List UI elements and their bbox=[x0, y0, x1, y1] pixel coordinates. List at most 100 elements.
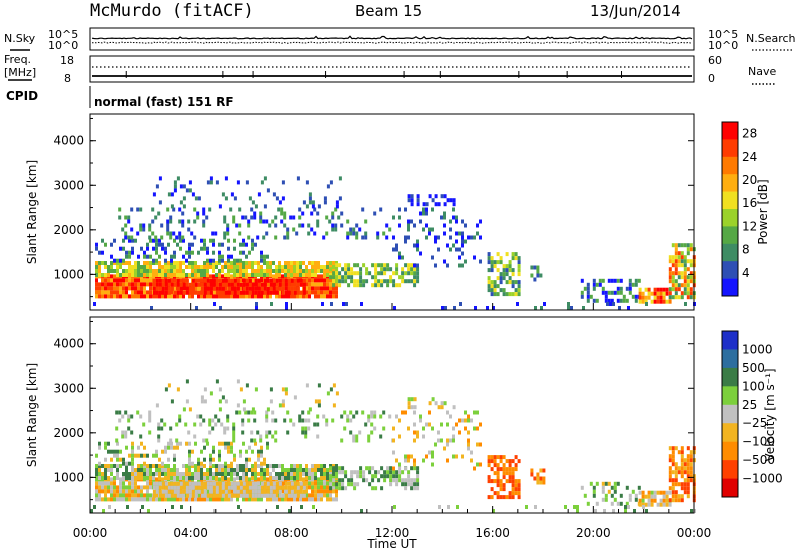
heatmap-cell bbox=[152, 290, 156, 295]
heatmap-cell bbox=[499, 467, 503, 472]
heatmap-cell bbox=[344, 279, 348, 284]
heatmap-cell bbox=[142, 422, 146, 427]
heatmap-cell bbox=[305, 485, 308, 490]
heatmap-cell bbox=[461, 418, 464, 423]
heatmap-cell bbox=[167, 476, 170, 480]
heatmap-cell bbox=[493, 471, 497, 476]
heatmap-cell bbox=[209, 457, 212, 462]
heatmap-cell bbox=[227, 477, 230, 482]
heatmap-cell bbox=[248, 493, 252, 498]
heatmap-cell bbox=[410, 219, 413, 224]
heatmap-cell bbox=[244, 410, 248, 415]
heatmap-cell bbox=[154, 235, 158, 240]
heatmap-cell bbox=[443, 401, 447, 406]
heatmap-cell bbox=[299, 489, 303, 494]
heatmap-cell bbox=[514, 483, 518, 488]
heatmap-cell bbox=[110, 261, 113, 265]
heatmap-cell bbox=[181, 223, 185, 228]
heatmap-cell bbox=[332, 283, 336, 288]
heatmap-cell bbox=[191, 242, 194, 247]
heatmap-cell bbox=[534, 505, 537, 509]
heatmap-cell bbox=[299, 476, 302, 480]
heatmap-cell bbox=[323, 196, 327, 201]
heatmap-cell bbox=[325, 231, 329, 236]
heatmap-cell bbox=[227, 286, 231, 291]
heatmap-cell bbox=[113, 261, 116, 265]
heatmap-cell bbox=[197, 265, 200, 269]
heatmap-cell bbox=[496, 276, 500, 281]
heatmap-cell bbox=[209, 461, 212, 466]
heatmap-cell bbox=[125, 468, 128, 472]
heatmap-cell bbox=[281, 472, 284, 476]
heatmap-cell bbox=[686, 283, 690, 288]
heatmap-cell bbox=[514, 491, 518, 496]
heatmap-cell bbox=[130, 430, 134, 435]
heatmap-cell bbox=[464, 259, 467, 264]
heatmap-cell bbox=[650, 494, 654, 499]
heatmap-cell bbox=[173, 294, 176, 299]
heatmap-cell bbox=[101, 290, 104, 295]
heatmap-cell bbox=[392, 466, 395, 471]
heatmap-cell bbox=[254, 485, 258, 490]
heatmap-cell bbox=[311, 278, 314, 283]
heatmap-cell bbox=[218, 273, 221, 277]
heatmap-cell bbox=[659, 295, 663, 300]
heatmap-cell bbox=[221, 497, 224, 502]
heatmap-cell bbox=[185, 485, 189, 490]
heatmap-cell bbox=[314, 399, 318, 404]
heatmap-cell bbox=[230, 192, 234, 197]
heatmap-cell bbox=[188, 464, 191, 468]
heatmap-cell bbox=[93, 505, 96, 509]
heatmap-cell bbox=[125, 269, 128, 273]
heatmap-cell bbox=[266, 493, 270, 498]
power-colorbar-tick-0: 4 bbox=[742, 266, 750, 280]
heatmap-cell bbox=[416, 239, 419, 244]
heatmap-cell bbox=[329, 282, 332, 287]
heatmap-cell bbox=[203, 290, 207, 295]
heatmap-cell bbox=[116, 493, 119, 498]
heatmap-cell bbox=[107, 286, 110, 291]
heatmap-cell bbox=[230, 464, 233, 468]
heatmap-cell bbox=[166, 231, 170, 236]
heatmap-cell bbox=[128, 481, 131, 486]
heatmap-cell bbox=[304, 418, 308, 423]
heatmap-cell bbox=[332, 482, 336, 487]
heatmap-cell bbox=[665, 490, 669, 495]
heatmap-cell bbox=[326, 476, 329, 480]
heatmap-cell bbox=[262, 219, 266, 224]
heatmap-cell bbox=[215, 476, 218, 480]
heatmap-cell bbox=[281, 274, 284, 279]
velocity-colorbar-label: Velocity [m s⁻¹] bbox=[763, 368, 777, 461]
heatmap-cell bbox=[227, 485, 231, 490]
heatmap-cell bbox=[604, 294, 608, 299]
heatmap-cell bbox=[116, 449, 119, 454]
heatmap-cell bbox=[161, 472, 164, 476]
heatmap-cell bbox=[263, 286, 267, 291]
heatmap-cell bbox=[305, 286, 308, 291]
heatmap-cell bbox=[158, 254, 161, 259]
heatmap-cell bbox=[665, 498, 669, 503]
heatmap-cell bbox=[413, 397, 417, 402]
heatmap-cell bbox=[260, 497, 263, 502]
heatmap-cell bbox=[407, 227, 410, 232]
heatmap-cell bbox=[671, 490, 675, 495]
heatmap-cell bbox=[167, 457, 170, 462]
heatmap-cell bbox=[149, 278, 152, 283]
heatmap-cell bbox=[576, 505, 579, 509]
heatmap-cell bbox=[570, 306, 573, 310]
heatmap-cell bbox=[146, 282, 149, 287]
heatmap-cell bbox=[377, 478, 381, 483]
heatmap-cell bbox=[122, 457, 125, 462]
heatmap-cell bbox=[272, 261, 275, 265]
heatmap-cell bbox=[232, 215, 236, 220]
heatmap-cell bbox=[314, 282, 317, 287]
heatmap-cell bbox=[392, 283, 396, 288]
heatmap-cell bbox=[344, 486, 348, 491]
heatmap-cell bbox=[158, 493, 162, 498]
heatmap-cell bbox=[413, 438, 416, 443]
heatmap-cell bbox=[155, 250, 158, 255]
nave-label: Nave bbox=[748, 65, 776, 78]
heatmap-cell bbox=[347, 271, 351, 276]
velocity-colorbar-tick-5: −100 bbox=[742, 435, 775, 449]
heatmap-cell bbox=[122, 282, 125, 287]
